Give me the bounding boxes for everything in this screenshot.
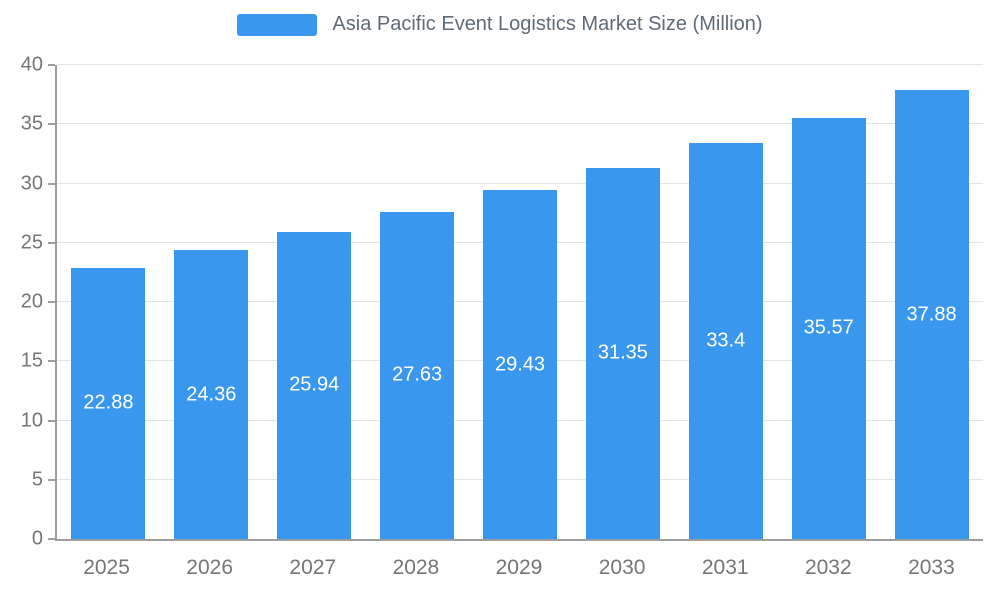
y-axis-tick (48, 182, 55, 185)
y-axis-tick (48, 419, 55, 422)
x-axis-label-2033: 2033 (908, 556, 955, 579)
x-axis-label-2031: 2031 (701, 556, 749, 579)
plot-area: 22.88 24.36 25.94 27.63 29.43 31.35 33.4 35.57 3… (21, 54, 983, 550)
bar-band: 24.36 (160, 65, 263, 539)
bar-band: 31.35 (571, 65, 674, 539)
y-axis-label: 0 (31, 527, 43, 550)
gridline (57, 182, 983, 184)
bar-value-label: 25.94 (289, 373, 340, 396)
x-axis-label-2028: 2028 (392, 556, 440, 579)
y-axis-tick (48, 360, 55, 363)
bar-value-label: 35.57 (803, 316, 854, 339)
gridline (57, 123, 983, 125)
bar-2025[interactable]: 22.88 (71, 267, 146, 539)
bar-band: 35.57 (777, 65, 880, 539)
chart-legend[interactable]: Asia Pacific Event Logistics Market Size… (0, 13, 1000, 36)
bar-2029[interactable]: 29.43 (482, 190, 558, 539)
x-axis-label-2030: 2030 (598, 556, 646, 579)
bar-band: 25.94 (263, 65, 366, 539)
bar-2032[interactable]: 35.57 (791, 117, 866, 539)
bar-value-label: 24.36 (186, 383, 237, 406)
bar-value-label: 33.4 (706, 329, 746, 352)
y-axis-tick (48, 64, 55, 66)
x-axis-labels: 2025 2026 2027 2028 2029 2030 2031 2032 2033 (55, 556, 983, 580)
y-axis-tick (48, 301, 55, 303)
x-axis-label-2032: 2032 (804, 556, 852, 579)
gridline (57, 64, 983, 65)
x-axis-label-2026: 2026 (186, 556, 234, 579)
x-axis-label-2029: 2029 (495, 556, 543, 579)
bar-2031[interactable]: 33.4 (688, 143, 763, 539)
bar-value-label: 37.88 (906, 303, 957, 326)
bar-2028[interactable]: 27.63 (380, 211, 455, 539)
bar-value-label: 29.43 (494, 353, 546, 376)
x-axis-label-2025: 2025 (83, 556, 130, 579)
bar-value-label: 31.35 (597, 341, 648, 364)
bar-value-label: 27.63 (392, 363, 443, 386)
y-axis-tick (48, 478, 55, 481)
y-axis-tick (48, 538, 55, 540)
y-axis-label: 40 (20, 53, 43, 76)
bar-2030[interactable]: 31.35 (585, 167, 660, 539)
y-axis-tick (48, 241, 55, 244)
bar-value-label: 22.88 (83, 391, 134, 414)
bar-band: 27.63 (366, 65, 469, 539)
bar-band: 22.88 (57, 65, 160, 539)
y-axis-label: 30 (20, 172, 43, 194)
bar-band: 33.4 (674, 65, 777, 539)
bar-2026[interactable]: 24.36 (174, 250, 249, 539)
chart-title: Asia Pacific Event Logistics Market Size… (332, 13, 763, 35)
bar-band: 37.88 (880, 65, 983, 539)
bar-series: 22.88 24.36 25.94 27.63 29.43 31.35 33.4 35.57 3… (57, 65, 983, 539)
legend-swatch-icon (237, 13, 318, 36)
bar-2027[interactable]: 25.94 (277, 231, 352, 539)
y-axis-tick (48, 123, 55, 126)
y-axis-label: 25 (20, 231, 43, 254)
y-axis-label: 15 (20, 349, 43, 372)
y-axis-label: 5 (31, 468, 43, 491)
bar-band: 29.43 (469, 65, 572, 539)
bar-2033[interactable]: 37.88 (894, 90, 969, 539)
x-axis-label-2027: 2027 (289, 556, 337, 579)
y-axis-label: 10 (20, 409, 43, 431)
y-axis-label: 20 (20, 290, 43, 313)
y-axis-label: 35 (20, 112, 43, 135)
